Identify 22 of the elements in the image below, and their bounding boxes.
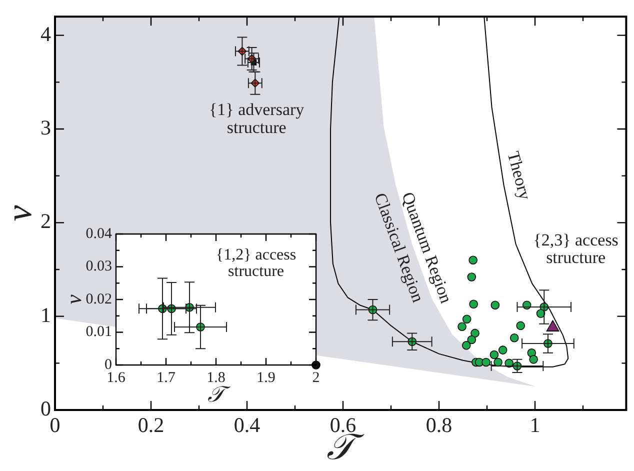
annotation: {1,2} access structure [216,246,296,280]
y-tick-label: 0 [40,396,51,421]
x-tick-label: 0.2 [138,413,164,438]
x-tick-label: 2 [312,370,320,386]
y-axis-title: ν [60,294,86,304]
x-tick-label: 0.8 [426,413,452,438]
y-tick-label: 0.01 [86,324,112,340]
x-tick-label: 1.9 [256,370,276,386]
y-tick-label: 0.04 [86,226,112,242]
x-tick-label: 1 [530,413,540,438]
y-axis-title: ν [0,205,40,222]
y-tick-label: 2 [40,209,51,234]
y-tick-label: 0.03 [86,258,112,275]
x-tick-label: 1.7 [156,370,176,386]
y-tick-label: 3 [40,116,51,140]
annotation: {2,3} access structure [533,230,618,268]
x-tick-label: 0.4 [234,413,261,438]
annotation: Theory [504,149,535,202]
y-tick-label: 1 [40,302,51,327]
annotation: {1} adversary structure [209,100,305,138]
y-tick-label: 4 [40,22,52,46]
y-tick-label: 0.02 [86,291,112,308]
